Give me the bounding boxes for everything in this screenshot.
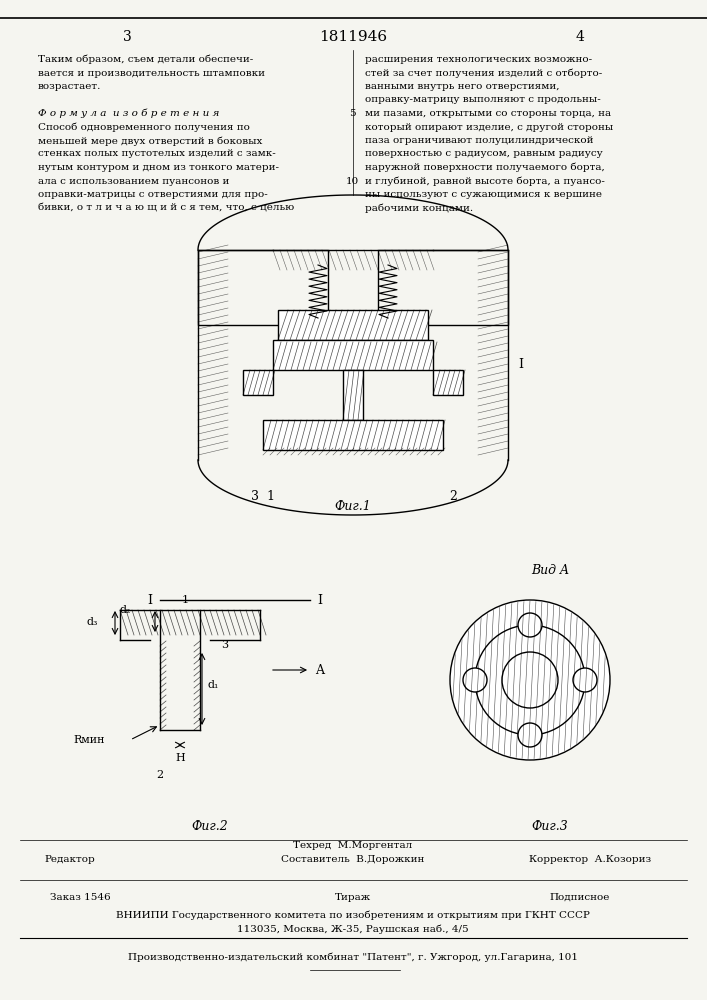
Text: Подписное: Подписное [550,893,610,902]
Bar [378,250,508,325]
Text: ала с использованием пуансонов и: ала с использованием пуансонов и [38,176,229,186]
Text: нутым контуром и дном из тонкого матери-: нутым контуром и дном из тонкого матери- [38,163,279,172]
Text: 10: 10 [346,176,358,186]
Text: d₁: d₁ [208,680,219,690]
Bar [198,250,328,325]
Text: Фиг.2: Фиг.2 [192,820,228,833]
Circle shape [463,668,487,692]
Text: оправки-матрицы с отверстиями для про-: оправки-матрицы с отверстиями для про- [38,190,268,199]
Text: рабочими концами.: рабочими концами. [365,204,473,213]
Text: d₂: d₂ [119,605,131,615]
Text: Корректор  А.Козориз: Корректор А.Козориз [529,855,651,864]
Text: стей за счет получения изделий с отборто-: стей за счет получения изделий с отборто… [365,68,602,78]
Text: вается и производительность штамповки: вается и производительность штамповки [38,68,265,78]
Text: d₃: d₃ [86,617,98,627]
Text: Тираж: Тираж [335,893,371,902]
Text: 1811946: 1811946 [320,30,387,44]
Circle shape [518,723,542,747]
Bar [273,340,433,370]
Text: Ф о р м у л а  и з о б р е т е н и я: Ф о р м у л а и з о б р е т е н и я [38,109,219,118]
Bar [263,420,443,450]
Text: Вид A: Вид A [531,564,569,576]
Text: паза ограничивают полуцилиндрической: паза ограничивают полуцилиндрической [365,136,593,145]
Text: бивки, о т л и ч а ю щ и й с я тем, что, с целью: бивки, о т л и ч а ю щ и й с я тем, что,… [38,204,294,213]
Text: и глубиной, равной высоте борта, а пуансо-: и глубиной, равной высоте борта, а пуанс… [365,176,605,186]
Text: I: I [148,593,153,606]
Text: Техред  М.Моргентал: Техред М.Моргентал [293,841,413,850]
Text: наружной поверхности получаемого борта,: наружной поверхности получаемого борта, [365,163,604,172]
Bar [343,370,363,420]
Text: 4: 4 [575,30,584,44]
Text: 113035, Москва, Ж-35, Раушская наб., 4/5: 113035, Москва, Ж-35, Раушская наб., 4/5 [237,924,469,934]
Text: возрастает.: возрастает. [38,82,101,91]
Text: 2: 2 [156,770,163,780]
Text: Фиг.3: Фиг.3 [532,820,568,833]
Text: Составитель  В.Дорожкин: Составитель В.Дорожкин [281,855,425,864]
Text: Способ одновременного получения по: Способ одновременного получения по [38,122,250,132]
Text: ВНИИПИ Государственного комитета по изобретениям и открытиям при ГКНТ СССР: ВНИИПИ Государственного комитета по изоб… [116,910,590,920]
Bar [278,310,428,340]
Text: Фиг.1: Фиг.1 [334,500,371,513]
Text: H: H [175,753,185,763]
Text: Rмин: Rмин [74,735,105,745]
Text: I: I [317,593,322,606]
Text: Редактор: Редактор [45,855,95,864]
Text: Заказ 1546: Заказ 1546 [49,893,110,902]
Text: ны используют с сужающимися к вершине: ны используют с сужающимися к вершине [365,190,602,199]
Bar [243,370,273,395]
Text: 3  1: 3 1 [251,490,275,503]
Text: оправку-матрицу выполняют с продольны-: оправку-матрицу выполняют с продольны- [365,96,601,104]
Text: ванными внутрь него отверстиями,: ванными внутрь него отверстиями, [365,82,559,91]
Text: Производственно-издательский комбинат "Патент", г. Ужгород, ул.Гагарина, 101: Производственно-издательский комбинат "П… [128,952,578,962]
Text: 3: 3 [221,640,228,650]
Text: ми пазами, открытыми со стороны торца, на: ми пазами, открытыми со стороны торца, н… [365,109,611,118]
Text: A: A [315,664,324,676]
Text: Таким образом, съем детали обеспечи-: Таким образом, съем детали обеспечи- [38,55,253,64]
Text: 1: 1 [182,595,189,605]
Text: 5: 5 [349,109,356,118]
Text: 2: 2 [449,490,457,503]
Text: меньшей мере двух отверстий в боковых: меньшей мере двух отверстий в боковых [38,136,262,145]
Text: расширения технологических возможно-: расширения технологических возможно- [365,55,592,64]
Text: который опирают изделие, с другой стороны: который опирают изделие, с другой сторон… [365,122,613,131]
Text: I: I [518,359,523,371]
Circle shape [450,600,610,760]
Circle shape [518,613,542,637]
Text: поверхностью с радиусом, равным радиусу: поверхностью с радиусом, равным радиусу [365,149,603,158]
Text: 3: 3 [123,30,132,44]
Text: стенках полых пустотелых изделий с замк-: стенках полых пустотелых изделий с замк- [38,149,276,158]
Bar [433,370,463,395]
Circle shape [573,668,597,692]
